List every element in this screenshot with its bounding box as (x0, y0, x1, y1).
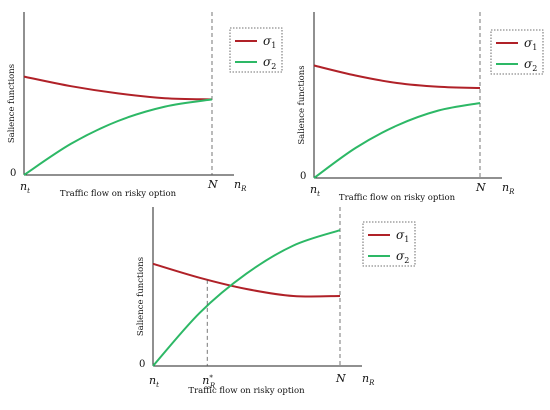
tick-label-n: N (335, 372, 346, 385)
legend-label-sigma2: σ2 (396, 249, 409, 265)
legend-box (490, 29, 544, 75)
origin-label: 0 (10, 168, 16, 179)
sigma1-curve (152, 262, 341, 298)
sigma1-curve (23, 75, 213, 101)
legend-box (362, 221, 416, 267)
origin-label: 0 (300, 171, 306, 182)
x-axis-title: Traffic flow on risky option (60, 189, 177, 199)
tick-label-n-r-star: n* R (202, 374, 216, 390)
y-axis-title: Salience functions (297, 65, 307, 144)
tick-label-n-t: nt (20, 180, 30, 195)
legend-label-sigma1: σ1 (263, 34, 276, 50)
sigma2-curve (313, 102, 481, 179)
y-axis-title: Salience functions (7, 64, 17, 143)
tick-label-n: N (207, 178, 218, 191)
legend-label-sigma1: σ1 (396, 228, 409, 244)
x-axis-title: Traffic flow on risky option (188, 386, 305, 396)
tick-label-n: N (475, 181, 486, 194)
axis-end-label-n-r: nR (502, 181, 515, 196)
origin-label: 0 (139, 359, 145, 370)
tick-label-n-t: nt (149, 374, 159, 389)
axis-end-label-n-r: nR (362, 372, 375, 387)
y-axis-title: Salience functions (136, 257, 146, 336)
legend-label-sigma2: σ2 (524, 57, 537, 73)
sigma2-curve (23, 98, 213, 176)
sigma1-curve (313, 64, 481, 89)
legend-label-sigma1: σ1 (524, 36, 537, 52)
legend-box (229, 27, 283, 73)
sigma2-curve (152, 229, 341, 367)
x-axis-title: Traffic flow on risky option (339, 193, 456, 203)
axis-end-label-n-r: nR (234, 178, 247, 193)
legend-label-sigma2: σ2 (263, 55, 276, 71)
tick-label-n-t: nt (310, 183, 320, 198)
